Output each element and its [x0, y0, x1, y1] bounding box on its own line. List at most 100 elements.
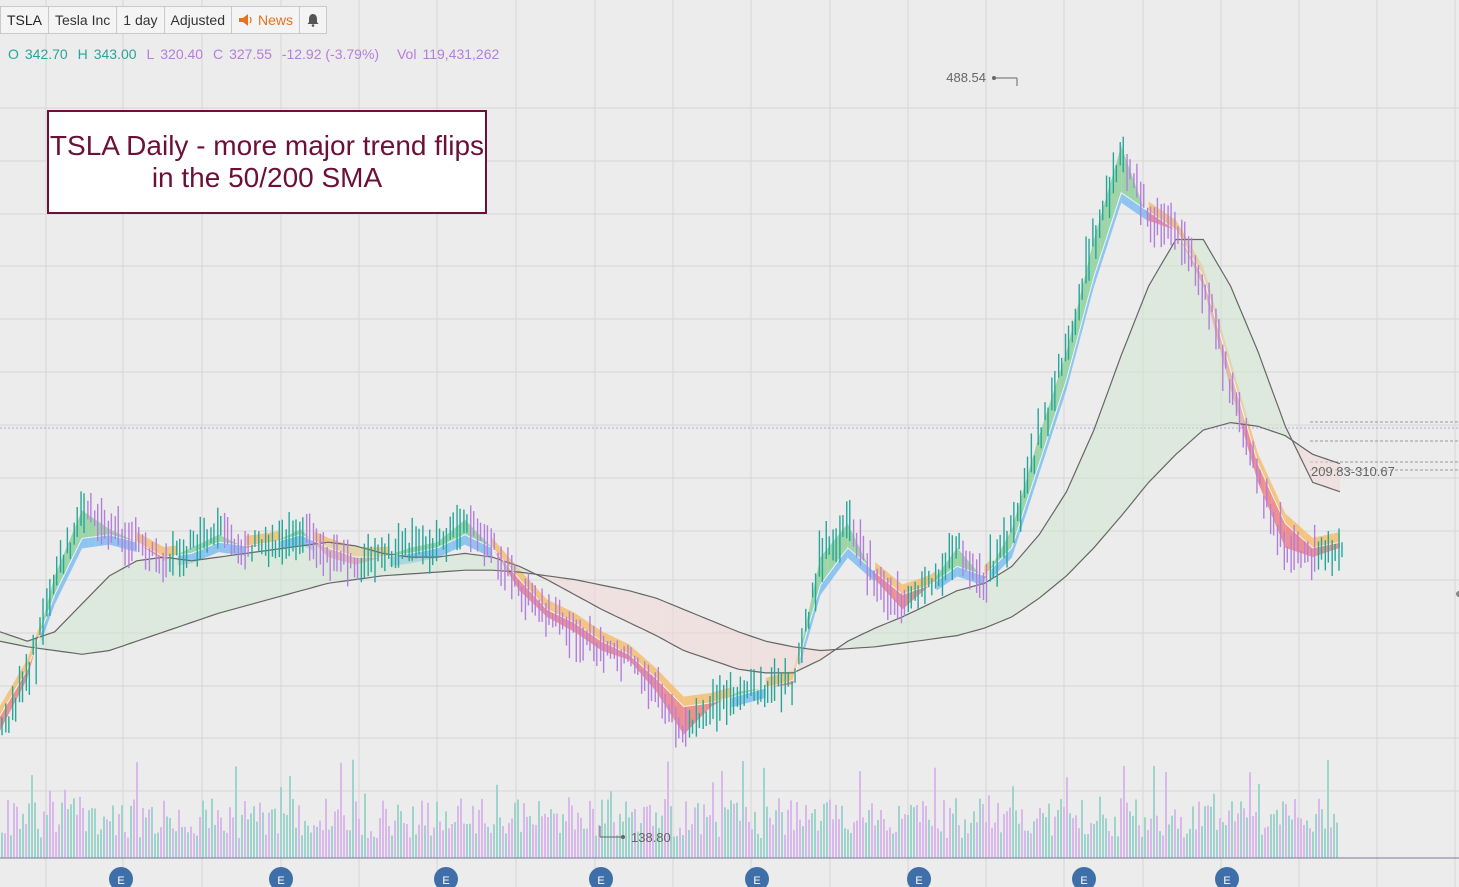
interval-button[interactable]: 1 day	[117, 7, 165, 33]
ribbon-segment	[1087, 239, 1094, 303]
sma-fill-segment	[6, 634, 14, 644]
sma-fill-segment	[567, 578, 575, 595]
ribbon-segment-inner	[451, 537, 459, 552]
sma-fill-segment	[758, 638, 766, 673]
sma-fill-segment	[601, 585, 609, 613]
sma-fill-segment	[54, 624, 62, 652]
sma-fill-segment	[1244, 318, 1252, 426]
sma-fill-segment	[594, 583, 602, 610]
ribbon-segment-inner	[88, 536, 96, 548]
sma-fill-segment	[437, 556, 445, 573]
ribbon-segment-inner	[683, 695, 691, 707]
sma-fill-segment	[1182, 239, 1190, 449]
sma-fill-segment	[1305, 449, 1313, 483]
ribbon-segment-inner	[861, 559, 869, 576]
ribbon-segment	[1080, 267, 1088, 329]
ribbon-segment	[1285, 523, 1293, 551]
ribbon-segment-inner	[1025, 484, 1033, 516]
ribbon-segment-inner	[211, 542, 219, 555]
scroll-handle[interactable]	[1456, 591, 1459, 597]
ribbon-segment	[218, 534, 226, 544]
sma-fill-segment	[752, 636, 759, 673]
adjusted-toggle[interactable]: Adjusted	[165, 7, 232, 33]
ribbon-segment-inner	[847, 547, 855, 564]
ribbon-segment-inner	[157, 543, 165, 558]
sma-fill-segment	[820, 650, 828, 660]
volume-label: Vol	[396, 46, 417, 62]
sma-fill-segment	[1271, 388, 1279, 434]
sma-fill-segment	[635, 592, 643, 630]
ribbon-segment	[1059, 351, 1067, 401]
sma-fill-segment	[1312, 454, 1320, 485]
sma-fill-segment	[786, 645, 794, 673]
sma-fill-segment	[916, 607, 923, 642]
ribbon-segment-inner	[1114, 192, 1122, 224]
sma-fill-segment	[1162, 251, 1170, 469]
symbol-button[interactable]: TSLA	[1, 7, 50, 33]
volume-bars	[1, 759, 1338, 858]
sma-fill-segment	[218, 556, 226, 614]
sma-fill-segment	[970, 585, 978, 632]
alert-button[interactable]	[300, 7, 326, 33]
sma-fill-segment	[61, 617, 69, 653]
sma-fill-segment	[1223, 274, 1231, 425]
sma-fill-segment	[670, 603, 677, 647]
sma-fill-segment	[1080, 445, 1088, 562]
sma-fill-segment	[300, 544, 308, 591]
bell-icon	[307, 14, 319, 27]
sma-fill-segment	[170, 558, 178, 630]
sma-fill-segment	[1073, 460, 1081, 569]
sma-fill-segment	[895, 616, 903, 644]
open-value: 342.70	[24, 46, 68, 62]
earnings-marker-label: E	[1080, 875, 1087, 887]
sma-fill-segment	[1025, 542, 1033, 608]
sma-fill-segment	[246, 552, 253, 606]
sma-fill-segment	[779, 643, 787, 673]
news-button[interactable]: News	[232, 7, 301, 33]
sma-fill-segment	[902, 613, 910, 644]
sma-fill-segment	[1032, 534, 1040, 603]
sma-fill-segment	[813, 649, 821, 664]
sma-fill-segment	[840, 641, 848, 650]
sma-fill-segment	[1141, 286, 1149, 491]
sma-fill-segment	[1011, 558, 1019, 617]
sma-fill-segment	[75, 603, 83, 655]
ribbon-segment-inner	[54, 580, 62, 605]
sma-fill-segment	[485, 556, 493, 571]
sma-fill-segment	[546, 575, 554, 584]
sma-fill-segment	[287, 546, 294, 595]
ribbon-segment-inner	[1251, 430, 1258, 464]
volume-value: 119,431,262	[422, 46, 500, 62]
low-label: L	[146, 46, 155, 62]
sma-fill-segment	[1169, 239, 1176, 462]
sma-fill-segment	[998, 570, 1005, 623]
sma-fill-segment	[738, 631, 746, 671]
earnings-marker	[589, 867, 613, 887]
sma-fill-segment	[451, 554, 459, 572]
ribbon-segment-inner	[704, 692, 712, 704]
earnings-marker	[745, 867, 769, 887]
range-label: 209.83-310.67	[1311, 464, 1395, 479]
sma-fill-segment	[1189, 239, 1197, 443]
sma-fill-segment	[129, 560, 137, 644]
sma-fill-segment	[929, 600, 937, 640]
ribbon-segment-inner	[218, 542, 226, 554]
sma-fill-segment	[444, 555, 452, 572]
sma-fill-segment	[423, 557, 431, 573]
ribbon-segment-inner	[854, 553, 862, 570]
sma-fill-segment	[587, 582, 595, 606]
sma-fill-segment	[649, 596, 657, 636]
ribbon-segment-inner	[273, 530, 281, 543]
ribbon-segment-inner	[6, 682, 14, 705]
ribbon-segment	[1039, 414, 1047, 464]
sma-fill-segment	[1066, 476, 1074, 576]
speaker-icon	[239, 14, 252, 26]
sma-fill-segment	[1148, 274, 1156, 483]
sma-fill-segment	[109, 572, 117, 651]
sma-fill-segment	[102, 575, 110, 652]
ribbon-segment	[1066, 323, 1074, 380]
ribbon-segment-inner	[875, 562, 882, 578]
annotation-box[interactable]: TSLA Daily - more major trend flips in t…	[47, 110, 487, 214]
